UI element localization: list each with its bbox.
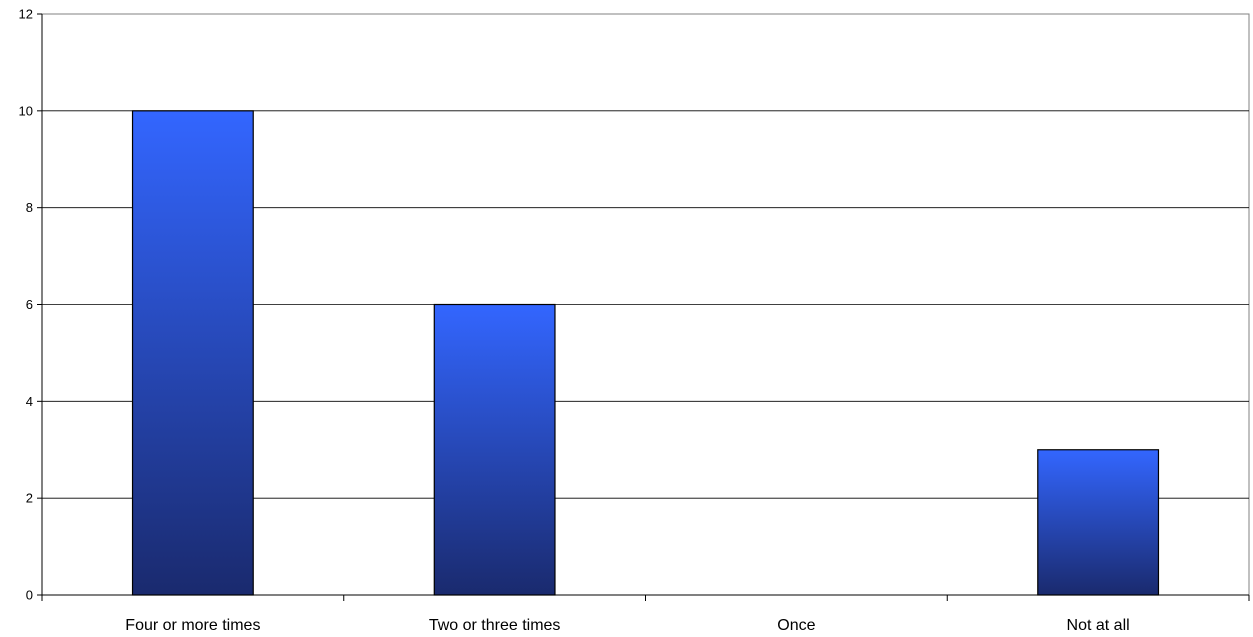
bar-four-or-more-times [131,110,254,596]
x-category-label: Two or three times [429,617,561,634]
x-category-label: Once [777,617,815,634]
y-tick-label: 2 [26,491,33,506]
bar-two-or-three-times [433,303,556,596]
x-category-label: Four or more times [125,617,260,634]
y-tick-label: 10 [19,103,33,118]
axis-labels: 0 2 4 6 8 10 12 Four or more times Two or three … [19,7,1130,635]
y-tick-label: 12 [19,7,33,22]
y-tick-label: 0 [26,588,33,603]
axes [37,13,1250,601]
y-tick-label: 4 [26,394,33,409]
y-tick-label: 6 [26,297,33,312]
bar-not-at-all [1037,449,1160,596]
bars [131,110,1160,596]
x-category-label: Not at all [1067,617,1130,634]
y-tick-label: 8 [26,200,33,215]
